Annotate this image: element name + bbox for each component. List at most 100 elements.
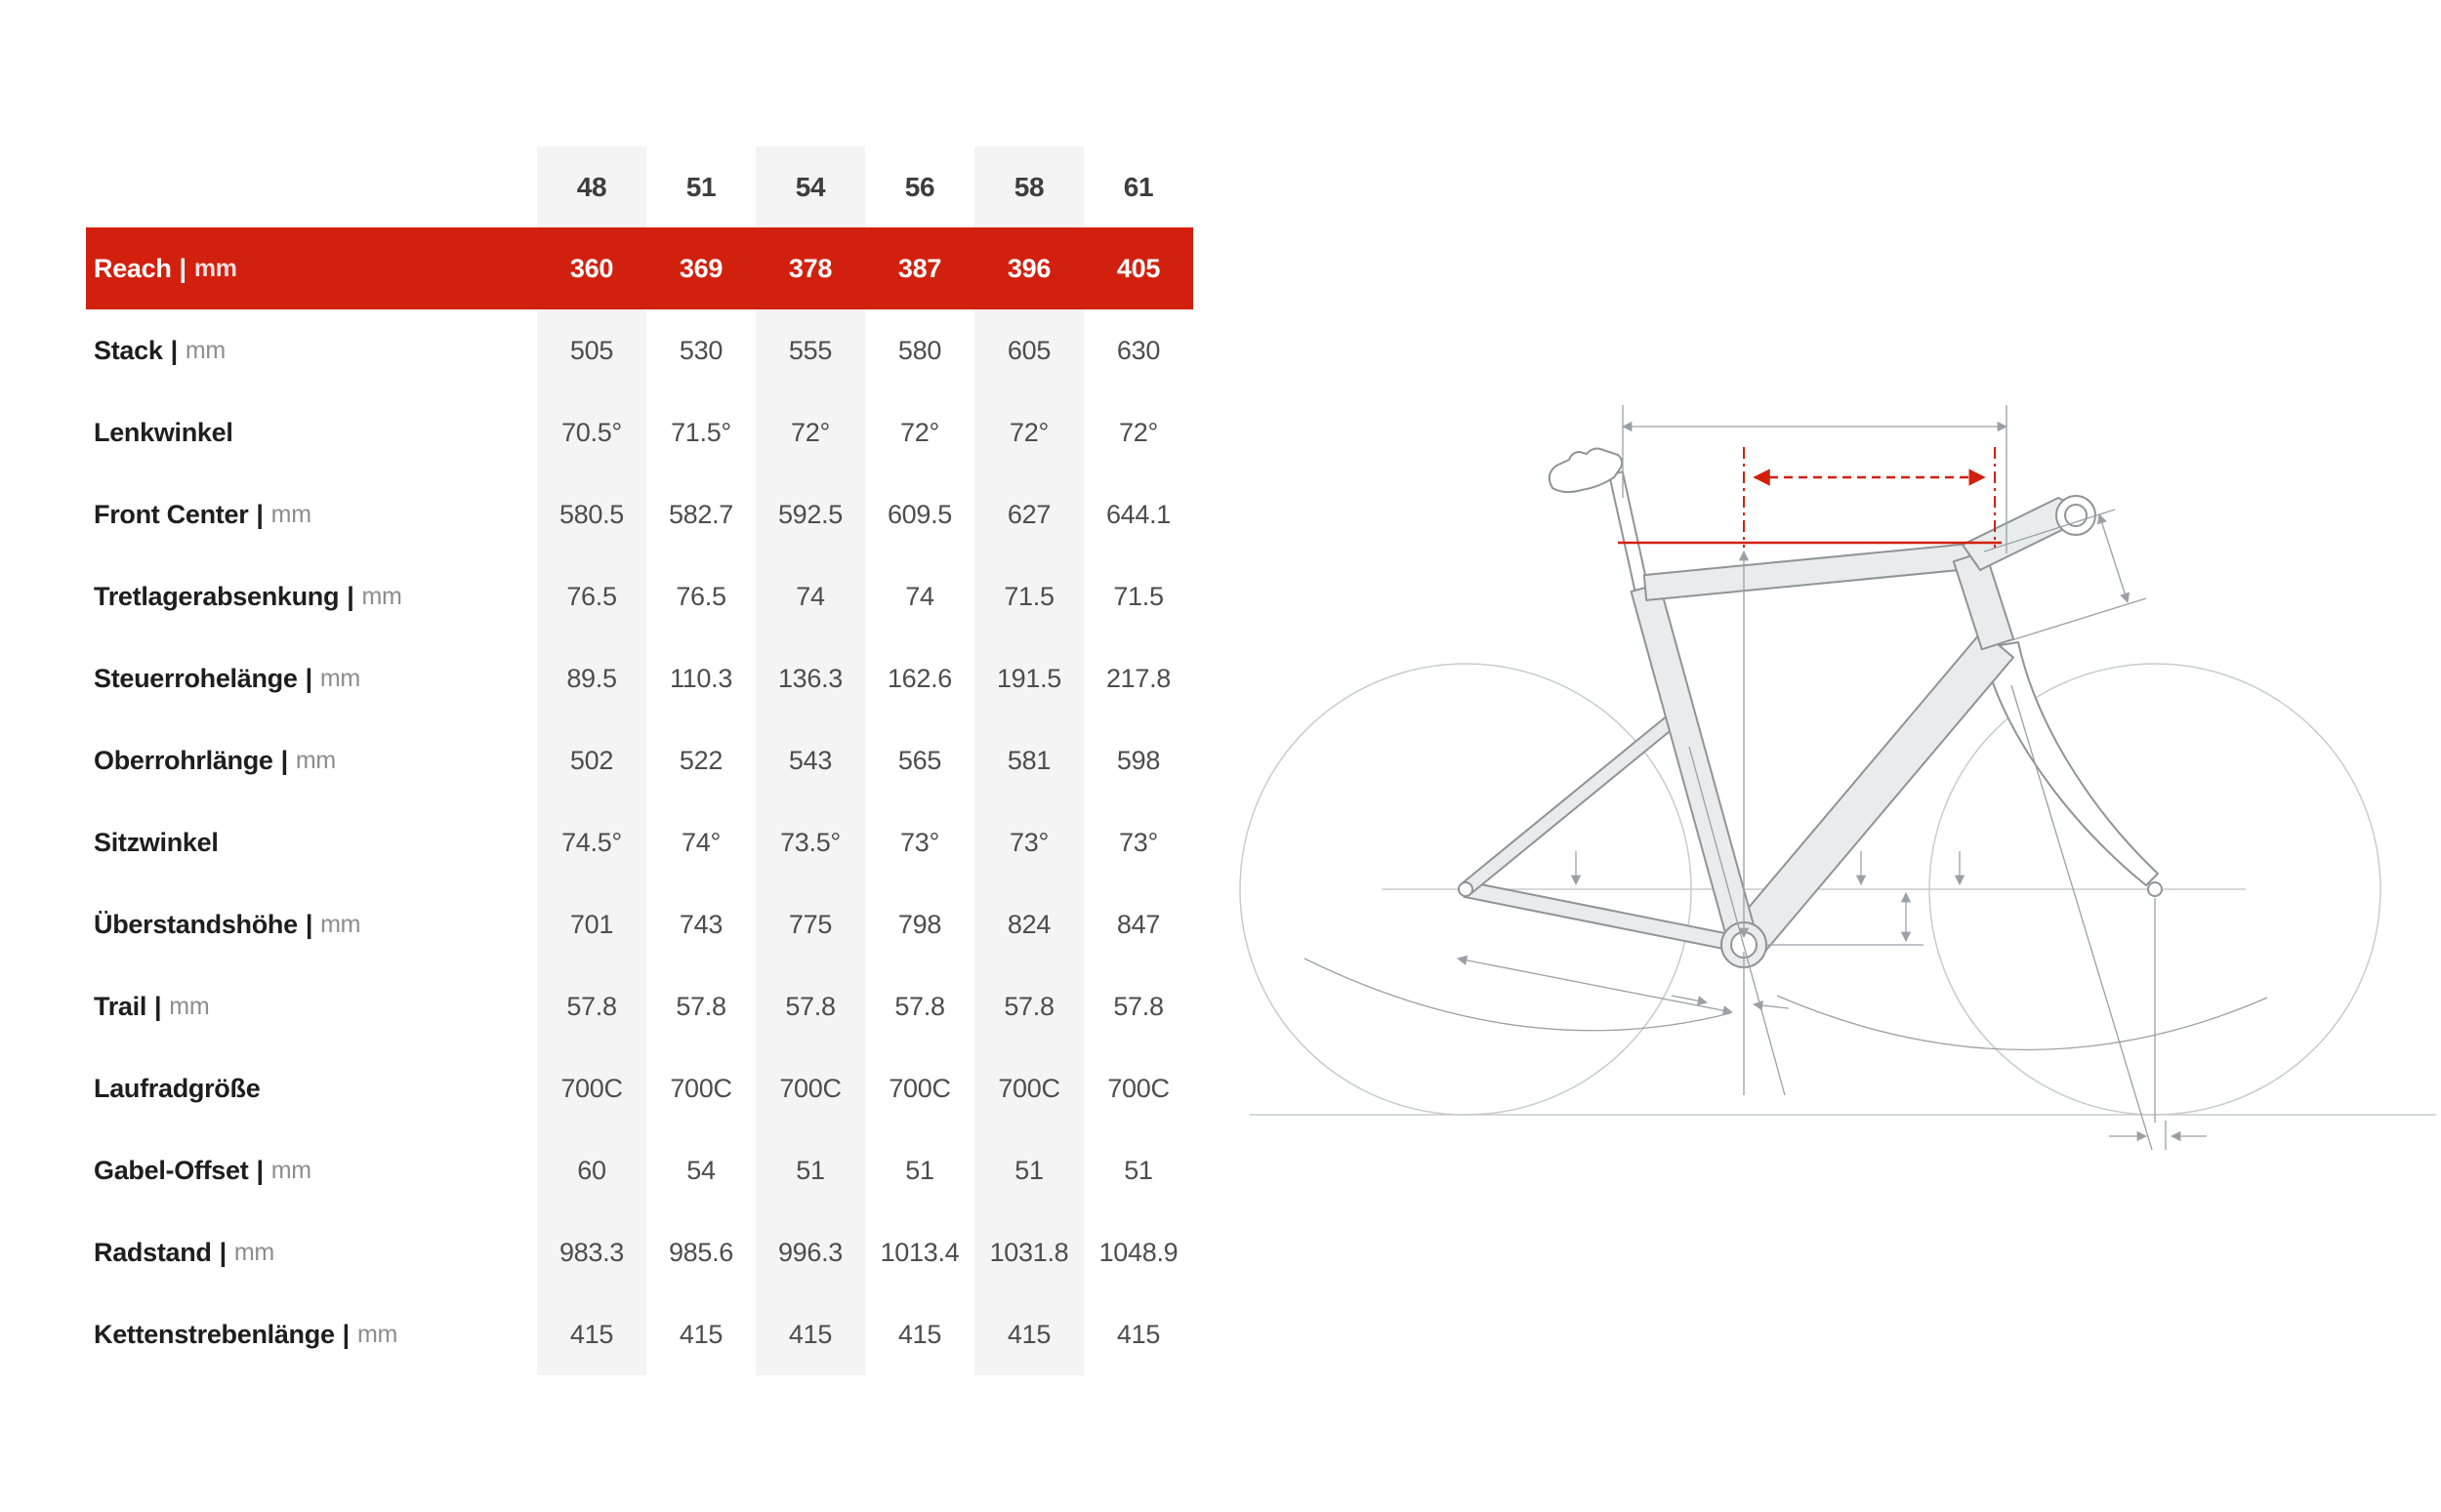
value-cell: 1048.9: [1098, 1237, 1179, 1267]
head-tube-dimension: [2096, 513, 2131, 603]
row-label-text: Sitzwinkel: [94, 827, 219, 857]
bike-geometry-diagram: [1239, 405, 2436, 1151]
row-label-text: Radstand: [94, 1237, 212, 1267]
value-cell: 630: [1116, 335, 1161, 365]
row-label-text: Reach: [94, 253, 172, 283]
row-label-lenkwinkel[interactable]: Lenkwinkel: [86, 391, 537, 473]
label-separator: |: [154, 991, 162, 1021]
value-cell: 217.8: [1105, 663, 1172, 693]
value-cell: 369: [646, 227, 756, 309]
size-column-header: 48: [537, 146, 646, 227]
row-label-radstand[interactable]: Radstand | mm: [86, 1211, 537, 1293]
value-cell: 700C: [537, 1047, 646, 1129]
row-unit: mm: [319, 664, 360, 692]
value-cell: 71.5: [1113, 581, 1164, 611]
row-label-text: Tretlagerabsenkung: [94, 581, 340, 611]
label-separator: |: [280, 745, 289, 775]
value-cell: 824: [974, 883, 1084, 965]
label-separator: |: [219, 1237, 228, 1267]
row-label-oberrohrl-nge[interactable]: Oberrohrlänge | mm: [86, 719, 537, 801]
head-tube: [1952, 550, 2015, 651]
row-unit: mm: [193, 254, 237, 282]
value-cell: 543: [756, 719, 865, 801]
rear-dropout: [1458, 881, 1473, 897]
value-cell: 415: [897, 1319, 942, 1349]
value-cell: 1031.8: [974, 1211, 1084, 1293]
row-label-gabel-offset[interactable]: Gabel-Offset | mm: [86, 1129, 537, 1211]
value-cell: 72°: [1119, 417, 1158, 447]
value-cell: 73°: [974, 801, 1084, 883]
value-cell: 89.5: [537, 637, 646, 719]
value-cell: 51: [756, 1129, 865, 1211]
row-label-kettenstrebenl-nge[interactable]: Kettenstrebenlänge | mm: [86, 1293, 537, 1375]
value-cell: 405: [1084, 227, 1193, 309]
value-cell: 847: [1116, 909, 1161, 939]
head-tube-extension: [1983, 509, 2116, 552]
value-cell: 73°: [1119, 827, 1158, 857]
value-cell: 51: [1124, 1155, 1153, 1185]
value-cell: 57.8: [894, 991, 945, 1021]
down-tube: [1727, 630, 2014, 960]
row-label-sitzwinkel[interactable]: Sitzwinkel: [86, 801, 537, 883]
head-tube-extension: [2010, 597, 2147, 641]
value-cell: 72°: [974, 391, 1084, 473]
value-cell: 555: [756, 309, 865, 391]
value-cell: 191.5: [974, 637, 1084, 719]
value-cell: 60: [537, 1129, 646, 1211]
value-cell: 582.7: [668, 499, 734, 529]
top-tube: [1642, 543, 1972, 601]
label-separator: |: [170, 335, 179, 365]
size-column-header: 51: [685, 171, 717, 202]
value-cell: 74°: [682, 827, 721, 857]
row-label-reach[interactable]: Reach | mm: [86, 227, 537, 309]
value-cell: 530: [679, 335, 724, 365]
value-cell: 700C: [670, 1073, 732, 1103]
chainstay-dimension: [1456, 955, 1734, 1016]
value-cell: 70.5°: [537, 391, 646, 473]
value-cell: 378: [756, 227, 865, 309]
row-label-text: Oberrohrlänge: [94, 745, 273, 775]
row-label-text: Stack: [94, 335, 163, 365]
row-label-laufradgr-e[interactable]: Laufradgröße: [86, 1047, 537, 1129]
value-cell: 360: [537, 227, 646, 309]
row-label-text: Gabel-Offset: [94, 1155, 249, 1185]
value-cell: 996.3: [756, 1211, 865, 1293]
value-cell: 73°: [900, 827, 939, 857]
value-cell: 415: [537, 1293, 646, 1375]
row-label-trail[interactable]: Trail | mm: [86, 965, 537, 1047]
row-unit: mm: [270, 500, 311, 528]
value-cell: 396: [974, 227, 1084, 309]
value-cell: 565: [897, 745, 942, 775]
value-cell: 73.5°: [756, 801, 865, 883]
value-cell: 71.5: [974, 555, 1084, 637]
header-spacer-cell: [86, 146, 537, 227]
saddle-clamp: [1548, 447, 1623, 494]
row-unit: mm: [320, 910, 361, 938]
size-column-header: 58: [974, 146, 1084, 227]
label-separator: |: [256, 1155, 264, 1185]
row-label-tretlagerabsenkung[interactable]: Tretlagerabsenkung | mm: [86, 555, 537, 637]
row-label-text: Front Center: [94, 499, 249, 529]
value-cell: 700C: [1107, 1073, 1170, 1103]
value-cell: 110.3: [669, 663, 733, 693]
value-cell: 162.6: [887, 663, 953, 693]
row-label-front-center[interactable]: Front Center | mm: [86, 473, 537, 555]
seat-angle-arc: [1303, 958, 1731, 1032]
label-separator: |: [305, 909, 313, 939]
value-cell: 415: [1116, 1319, 1161, 1349]
value-cell: 57.8: [537, 965, 646, 1047]
value-cell: 74: [756, 555, 865, 637]
value-cell: 415: [974, 1293, 1084, 1375]
value-cell: 502: [537, 719, 646, 801]
row-label-berstandsh-he[interactable]: Überstandshöhe | mm: [86, 883, 537, 965]
label-separator: |: [347, 581, 354, 611]
value-cell: 76.5: [676, 581, 726, 611]
value-cell: 775: [756, 883, 865, 965]
value-cell: 700C: [889, 1073, 951, 1103]
value-cell: 415: [756, 1293, 865, 1375]
value-cell: 72°: [756, 391, 865, 473]
row-label-stack[interactable]: Stack | mm: [86, 309, 537, 391]
row-label-text: Laufradgröße: [94, 1073, 261, 1103]
row-label-steuerrohel-nge[interactable]: Steuerrohelänge | mm: [86, 637, 537, 719]
value-cell: 605: [974, 309, 1084, 391]
